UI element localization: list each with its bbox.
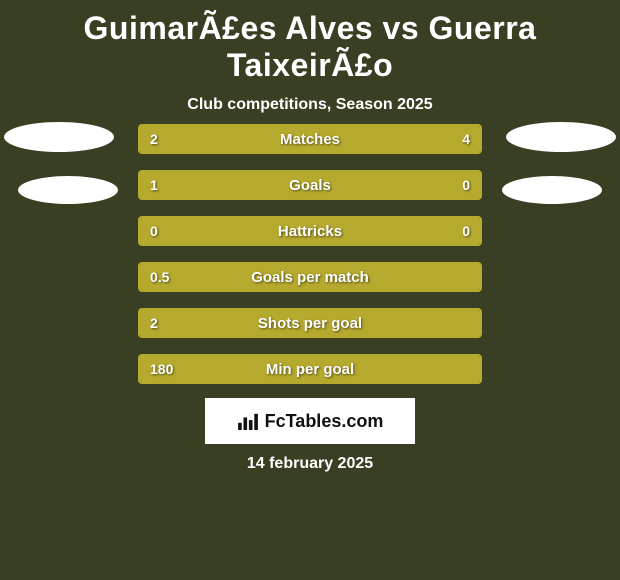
player-photo-right-2 [502, 176, 602, 204]
logo-box: FcTables.com [205, 398, 415, 444]
stat-row: 2Shots per goal [138, 308, 482, 338]
stat-value-right: 4 [462, 126, 470, 152]
stat-value-left: 2 [150, 310, 158, 336]
bars-icon [237, 412, 259, 430]
stat-value-left: 0 [150, 218, 158, 244]
stat-value-left: 180 [150, 356, 173, 382]
stat-bar-right [242, 126, 480, 152]
stat-bar-left [140, 356, 480, 382]
stat-row: 10Goals [138, 170, 482, 200]
logo-text: FcTables.com [265, 411, 384, 432]
stat-row: 0.5Goals per match [138, 262, 482, 292]
date-label: 14 february 2025 [0, 455, 620, 473]
stat-value-right: 0 [462, 218, 470, 244]
stats-comparison-chart: 24Matches10Goals00Hattricks0.5Goals per … [138, 124, 482, 400]
page-title: GuimarÃ£es Alves vs Guerra TaixeirÃ£o [0, 0, 620, 84]
stat-row: 24Matches [138, 124, 482, 154]
stat-bar-left [140, 264, 480, 290]
stat-value-left: 0.5 [150, 264, 169, 290]
stat-bar-left [140, 218, 480, 244]
stat-value-left: 2 [150, 126, 158, 152]
logo: FcTables.com [237, 411, 384, 432]
stat-value-right: 0 [462, 172, 470, 198]
player-photo-left-1 [4, 122, 114, 152]
page-subtitle: Club competitions, Season 2025 [0, 96, 620, 114]
stat-bar-left [140, 310, 480, 336]
stat-row: 00Hattricks [138, 216, 482, 246]
stat-row: 180Min per goal [138, 354, 482, 384]
stat-value-left: 1 [150, 172, 158, 198]
player-photo-right-1 [506, 122, 616, 152]
player-photo-left-2 [18, 176, 118, 204]
